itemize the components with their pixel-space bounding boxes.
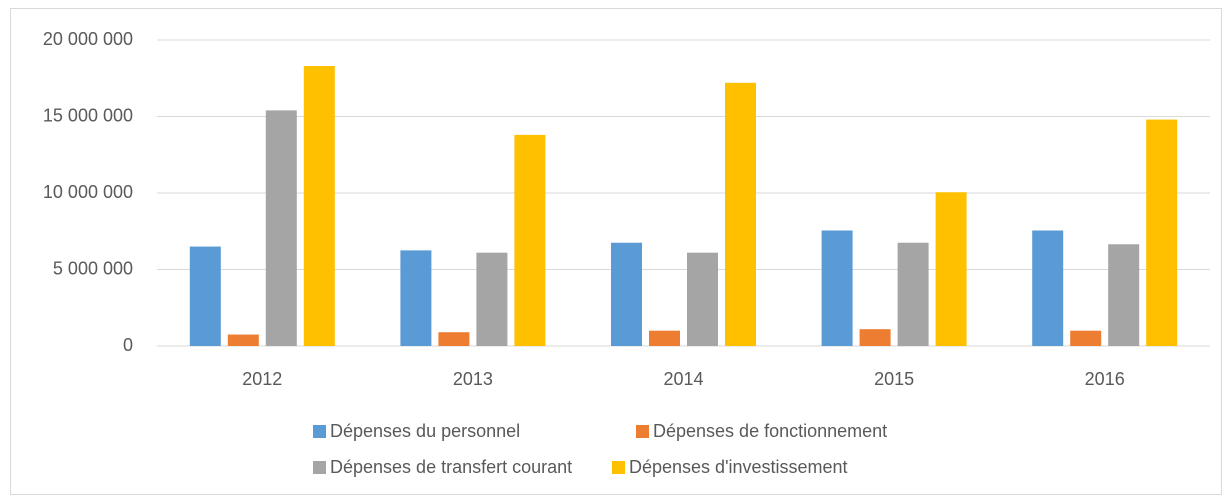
x-tick-label: 2015 (874, 369, 914, 389)
legend-label: Dépenses de transfert courant (330, 457, 572, 477)
bar (227, 334, 259, 346)
x-tick-label: 2012 (242, 369, 282, 389)
bar (687, 252, 718, 346)
bar (514, 134, 546, 346)
bar (476, 252, 508, 346)
y-tick-label: 15 000 000 (43, 105, 133, 125)
bar (189, 246, 221, 346)
y-tick-label: 10 000 000 (43, 182, 133, 202)
legend-swatch (313, 461, 326, 474)
legend-label: Dépenses d'investissement (629, 457, 848, 477)
legend-label: Dépenses de fonctionnement (653, 421, 887, 441)
legend-swatch (612, 461, 625, 474)
y-tick-label: 20 000 000 (43, 29, 133, 49)
bar (725, 82, 756, 346)
bar (897, 242, 929, 346)
y-tick-label: 5 000 000 (53, 258, 133, 278)
x-tick-label: 2014 (663, 369, 703, 389)
y-tick-label: 0 (123, 335, 133, 355)
bar (935, 192, 967, 346)
bar (1032, 230, 1064, 346)
legend-swatch (636, 425, 649, 438)
bar (1108, 244, 1140, 346)
bar (649, 330, 680, 346)
bar (821, 230, 853, 346)
x-tick-label: 2016 (1085, 369, 1125, 389)
bar (303, 66, 335, 346)
bar (1146, 119, 1178, 346)
bar (1070, 330, 1102, 346)
x-tick-label: 2013 (453, 369, 493, 389)
bar (859, 329, 891, 346)
legend-label: Dépenses du personnel (330, 421, 520, 441)
bar (611, 242, 642, 346)
bar (265, 110, 297, 346)
bar (438, 332, 470, 346)
legend-swatch (313, 425, 326, 438)
bar (400, 250, 432, 346)
